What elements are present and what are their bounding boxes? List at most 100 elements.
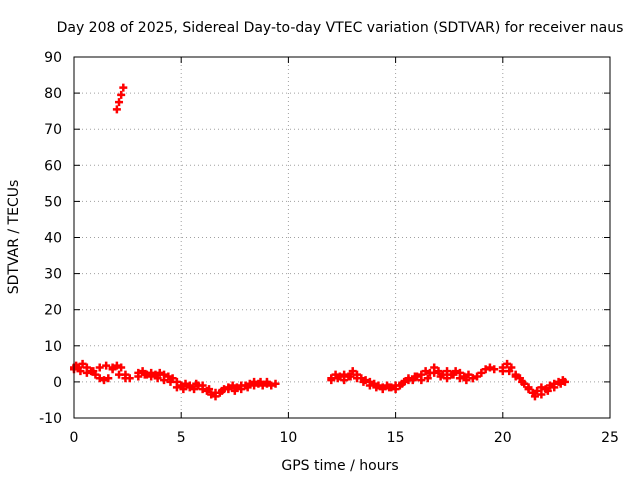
- y-tick-label: 20: [44, 303, 62, 319]
- data-point: [498, 363, 507, 372]
- data-point: [134, 372, 143, 381]
- data-point: [82, 368, 91, 377]
- data-point: [353, 374, 362, 383]
- data-point: [462, 376, 471, 385]
- data-point: [417, 376, 426, 385]
- data-point: [217, 386, 226, 395]
- data-point: [117, 363, 126, 372]
- data-point: [230, 386, 239, 395]
- y-tick-label: 80: [44, 86, 62, 102]
- x-tick-label: 10: [279, 430, 297, 446]
- data-point: [404, 376, 413, 385]
- y-axis-title: SDTVAR / TECUs: [6, 180, 22, 295]
- y-tick-label: 40: [44, 231, 62, 247]
- data-point: [185, 381, 194, 390]
- data-point: [481, 365, 490, 374]
- data-point: [250, 381, 259, 390]
- data-point: [172, 383, 181, 392]
- data-point: [455, 374, 464, 383]
- data-point: [421, 367, 430, 376]
- data-point: [346, 372, 355, 381]
- series-0: [70, 83, 569, 401]
- data-point: [359, 377, 368, 386]
- data-point: [473, 372, 482, 381]
- data-point: [327, 376, 336, 385]
- data-point: [147, 372, 156, 381]
- y-tick-label: 30: [44, 267, 62, 283]
- data-point: [207, 390, 216, 399]
- data-point: [104, 374, 113, 383]
- data-point: [524, 385, 533, 394]
- data-point: [155, 368, 164, 377]
- data-point: [477, 368, 486, 377]
- data-point: [410, 372, 419, 381]
- data-point: [117, 90, 126, 99]
- data-point: [385, 383, 394, 392]
- data-point: [237, 385, 246, 394]
- data-point: [228, 381, 237, 390]
- data-point: [224, 385, 233, 394]
- data-point: [550, 383, 559, 392]
- data-point: [556, 379, 565, 388]
- y-tick-label: 50: [44, 194, 62, 210]
- axis-ticks: 0 5 10 15 20 25 -10 0 10 20 30 40 50 60 70 80 90: [39, 50, 619, 446]
- data-point: [76, 367, 85, 376]
- y-tick-label: 90: [44, 50, 62, 66]
- data-point: [545, 381, 554, 390]
- data-point: [511, 372, 520, 381]
- chart-title: Day 208 of 2025, Sidereal Day-to-day VTE…: [57, 20, 624, 36]
- data-point: [423, 374, 432, 383]
- data-point: [485, 363, 494, 372]
- data-point: [398, 379, 407, 388]
- data-point: [560, 377, 569, 386]
- data-point: [78, 359, 87, 368]
- data-point: [190, 385, 199, 394]
- data-point: [333, 374, 342, 383]
- x-tick-label: 0: [70, 430, 79, 446]
- data-point: [537, 383, 546, 392]
- data-point: [119, 83, 128, 92]
- data-point: [115, 98, 124, 107]
- data-point: [192, 379, 201, 388]
- data-point: [378, 385, 387, 394]
- data-point: [365, 381, 374, 390]
- data-point: [262, 377, 271, 386]
- data-point: [179, 385, 188, 394]
- data-point: [95, 374, 104, 383]
- data-point: [100, 376, 109, 385]
- data-point: [205, 385, 214, 394]
- data-point: [530, 392, 539, 401]
- data-point: [164, 372, 173, 381]
- data-point: [102, 361, 111, 370]
- data-point: [443, 374, 452, 383]
- data-point: [112, 361, 121, 370]
- data-point: [181, 379, 190, 388]
- data-point: [121, 374, 130, 383]
- data-point: [436, 372, 445, 381]
- y-tick-label: 70: [44, 122, 62, 138]
- data-point: [108, 365, 117, 374]
- data-point: [449, 370, 458, 379]
- data-point: [271, 379, 280, 388]
- data-point: [340, 376, 349, 385]
- data-point: [140, 370, 149, 379]
- data-point: [211, 388, 220, 397]
- data-point: [160, 376, 169, 385]
- data-point: [348, 367, 357, 376]
- data-point: [537, 390, 546, 399]
- data-point: [112, 105, 121, 114]
- data-point: [391, 381, 400, 390]
- data-point: [198, 381, 207, 390]
- x-tick-label: 25: [601, 430, 619, 446]
- data-point: [95, 363, 104, 372]
- data-point: [243, 383, 252, 392]
- data-point: [153, 374, 162, 383]
- data-point: [533, 386, 542, 395]
- data-point: [430, 368, 439, 377]
- y-tick-label: -10: [39, 411, 62, 427]
- data-point: [503, 359, 512, 368]
- data-point: [434, 367, 443, 376]
- data-point: [505, 367, 514, 376]
- y-tick-label: 0: [53, 375, 62, 391]
